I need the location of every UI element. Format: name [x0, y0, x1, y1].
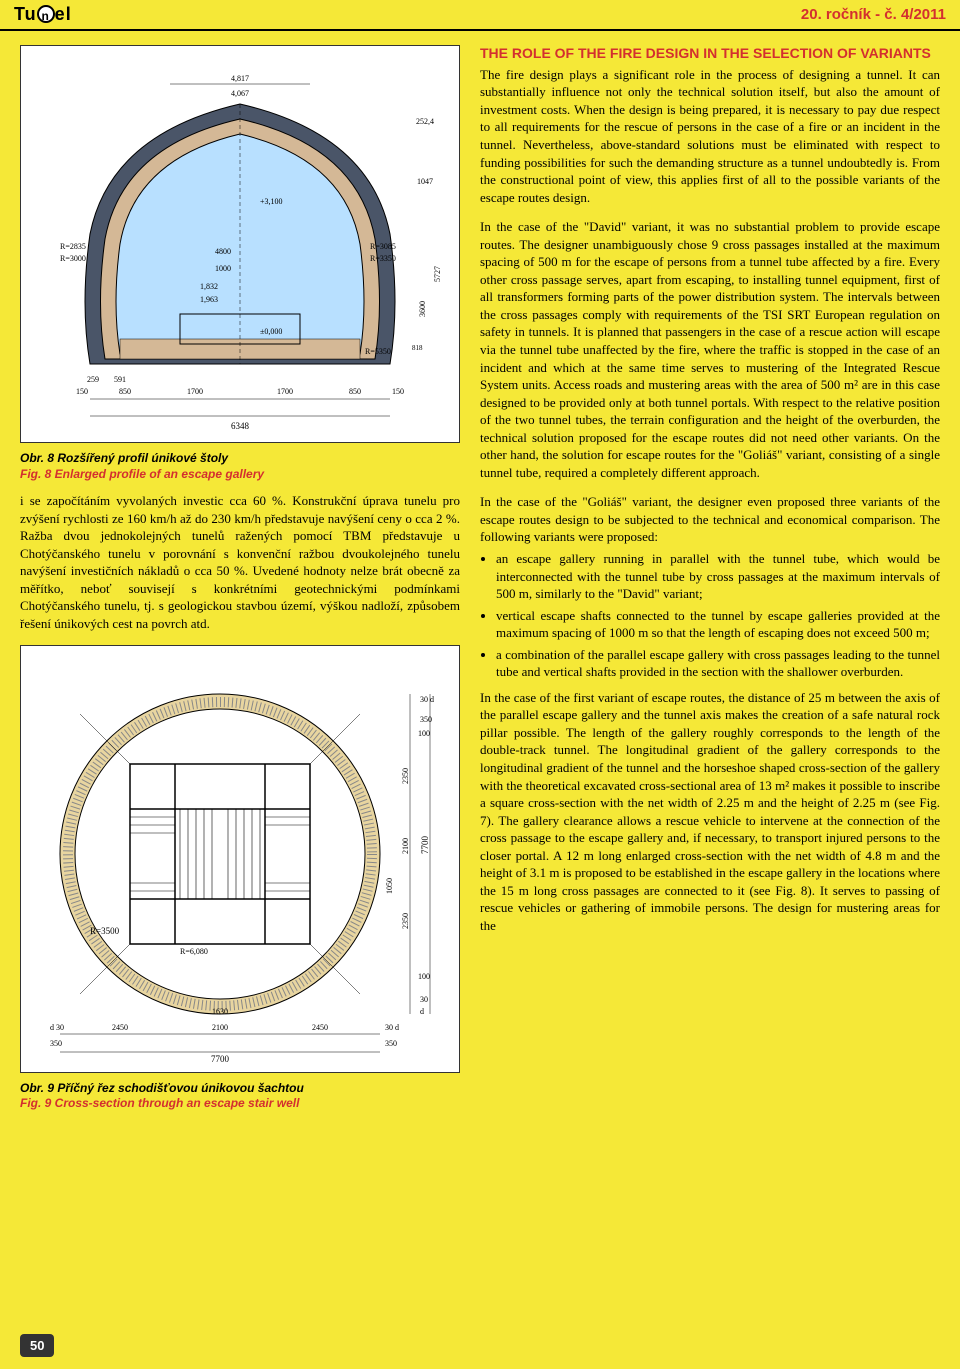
fig8-r5: R=5350: [365, 347, 391, 356]
issue-info: 20. ročník - č. 4/2011: [801, 6, 946, 23]
logo-n-icon: n: [37, 5, 55, 23]
fig8-rd1: 1047: [417, 177, 433, 186]
figure-8-caption: Obr. 8 Rozšířený profil únikové štoly Fi…: [20, 451, 460, 482]
fig8-r2: R=3000: [60, 254, 86, 263]
right-p4: In the case of the first variant of esca…: [480, 689, 940, 935]
figure-8-box: 4,817 4,067 +3,100 ±0,000 R=2835 R=3000 …: [20, 45, 460, 443]
fig8-b1: 850: [119, 387, 131, 396]
fig8-rd0: 252,4: [416, 117, 434, 126]
figure-9-svg: R=3500 R=6,080 d 30 350 2450 2100 2450 3…: [30, 654, 450, 1064]
fig9-radius2: R=6,080: [180, 947, 208, 956]
fig9-r4t: 2100: [401, 838, 410, 854]
fig9-inner-dim: 1630: [212, 1007, 228, 1016]
fig8-b4: 850: [349, 387, 361, 396]
fig8-label-top2: 4,067: [231, 89, 249, 98]
logo-u: u: [25, 4, 37, 24]
fig9-rseg: 1050: [385, 878, 394, 894]
fig8-ll1: 259: [87, 375, 99, 384]
list-item: vertical escape shafts connected to the …: [496, 607, 940, 642]
fig9-r8t: d: [420, 1007, 424, 1016]
fig8-rd3: 3600: [418, 301, 427, 317]
left-column: 4,817 4,067 +3,100 ±0,000 R=2835 R=3000 …: [20, 45, 460, 1122]
fig8-b2: 1700: [187, 387, 203, 396]
fig8-b3: 1700: [277, 387, 293, 396]
fig8-b-el: 150: [76, 387, 88, 396]
fig9-radius: R=3500: [90, 926, 120, 936]
fig8-b-er: 150: [392, 387, 404, 396]
fig9-bd0: d 30: [50, 1023, 64, 1032]
fig8-label-top: 4,817: [231, 74, 249, 83]
fig8-rd2: 5727: [433, 266, 442, 282]
fig9-b30d: 30 d: [385, 1023, 399, 1032]
right-p1: The fire design plays a significant role…: [480, 66, 940, 206]
fig8-1000: 1000: [215, 264, 231, 273]
figure-8-svg: 4,817 4,067 +3,100 ±0,000 R=2835 R=3000 …: [30, 54, 450, 434]
left-paragraph-1: i se započítáním vyvolaných investic cca…: [20, 492, 460, 632]
page-number: 50: [20, 1334, 54, 1357]
fig8-r1: R=2835: [60, 242, 86, 251]
fig8-ll2: 591: [114, 375, 126, 384]
fig9-b3: 2450: [312, 1023, 328, 1032]
fig9-r3t: 2350: [401, 768, 410, 784]
fig8-o818: 818: [412, 344, 423, 352]
fig9-b350r: 350: [385, 1039, 397, 1048]
logo: Tunel: [14, 4, 72, 25]
fig9-cap-cz: Obr. 9 Příčný řez schodišťovou únikovou …: [20, 1081, 460, 1097]
fig9-b1: 2450: [112, 1023, 128, 1032]
fig9-r7t: 30: [420, 995, 428, 1004]
list-item: a combination of the parallel escape gal…: [496, 646, 940, 681]
figure-9-caption: Obr. 9 Příčný řez schodišťovou únikovou …: [20, 1081, 460, 1112]
fig8-r4: R=3350: [370, 254, 396, 263]
logo-l: l: [66, 4, 72, 24]
section-title: THE ROLE OF THE FIRE DESIGN IN THE SELEC…: [480, 45, 940, 62]
fig8-cap-en: Fig. 8 Enlarged profile of an escape gal…: [20, 467, 460, 483]
content-area: 4,817 4,067 +3,100 ±0,000 R=2835 R=3000 …: [0, 31, 960, 1142]
fig9-cap-en: Fig. 9 Cross-section through an escape s…: [20, 1096, 460, 1112]
fig9-square: [130, 764, 310, 944]
fig9-total: 7700: [211, 1054, 230, 1064]
figure-9-box: R=3500 R=6,080 d 30 350 2450 2100 2450 3…: [20, 645, 460, 1073]
fig9-r2t: 100: [418, 729, 430, 738]
fig8-mid2: 1,832: [200, 282, 218, 291]
fig8-elev2: ±0,000: [260, 327, 282, 336]
fig8-total: 6348: [231, 421, 250, 431]
page-header: Tunel 20. ročník - č. 4/2011: [0, 0, 960, 31]
fig9-rtotal: 7700: [420, 835, 430, 854]
list-item: an escape gallery running in parallel wi…: [496, 550, 940, 603]
logo-t: T: [14, 4, 25, 24]
right-p2: In the case of the "David" variant, it w…: [480, 218, 940, 481]
fig9-r6t: 100: [418, 972, 430, 981]
variant-list: an escape gallery running in parallel wi…: [480, 550, 940, 681]
fig8-cap-cz: Obr. 8 Rozšířený profil únikové štoly: [20, 451, 460, 467]
fig9-b2: 2100: [212, 1023, 228, 1032]
right-p3: In the case of the "Goliáš" variant, the…: [480, 493, 940, 546]
fig8-mid3: 1,963: [200, 295, 218, 304]
fig8-elev1: +3,100: [260, 197, 283, 206]
fig8-r3: R=3085: [370, 242, 396, 251]
right-column: THE ROLE OF THE FIRE DESIGN IN THE SELEC…: [480, 45, 940, 1122]
logo-e: e: [55, 4, 66, 24]
fig8-mid1: 4800: [215, 247, 231, 256]
page: Tunel 20. ročník - č. 4/2011: [0, 0, 960, 1369]
fig9-r5t: 2350: [401, 913, 410, 929]
fig9-r0: 30 d: [420, 695, 434, 704]
fig9-b350l: 350: [50, 1039, 62, 1048]
